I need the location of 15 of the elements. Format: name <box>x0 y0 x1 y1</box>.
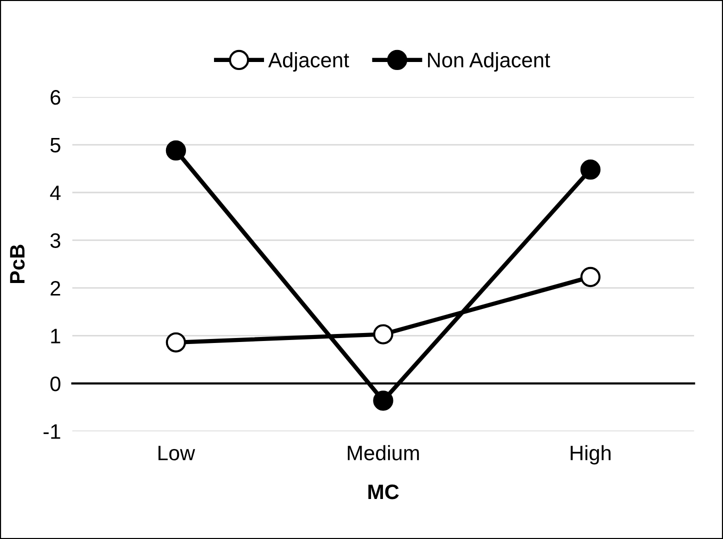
y-tick-label: 6 <box>50 90 60 105</box>
y-tick-label: 4 <box>50 186 61 200</box>
y-tick-label: 5 <box>50 138 60 153</box>
x-tick-label: High <box>570 445 611 465</box>
x-tick-label: Low <box>158 446 196 460</box>
y-axis-title: PcB <box>10 244 25 283</box>
x-tick-label: Medium <box>348 445 419 460</box>
y-tick-label: 3 <box>50 233 60 248</box>
legend-label: Non Adjacent <box>428 52 550 72</box>
y-tick-label: 2 <box>50 280 60 296</box>
x-axis-title: MC <box>368 484 399 500</box>
y-tick-label: 0 <box>50 376 60 392</box>
legend-label: Adjacent <box>268 52 350 72</box>
y-tick-label: 1 <box>51 328 60 344</box>
y-tick-label: -1 <box>44 424 60 439</box>
